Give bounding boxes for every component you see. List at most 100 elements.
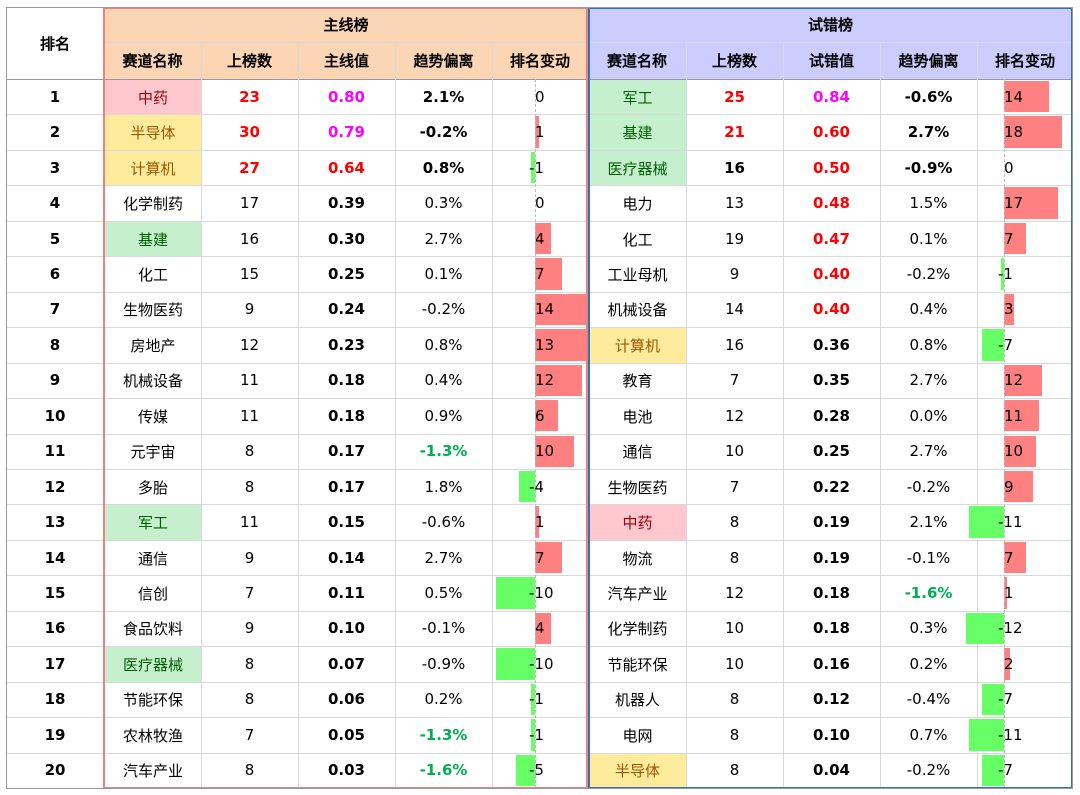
main-track-name: 传媒 [137,407,168,426]
column-divider [298,42,299,788]
trial-trend-deviation: -0.9% [904,158,953,177]
trial-rank-change-bar [965,612,1004,645]
trial-rank-change-bar [1004,435,1036,467]
main-track-name: 农林牧渔 [122,726,183,745]
trial-value: 0.36 [812,335,850,354]
trial-track-name: 生物医药 [607,478,668,497]
column-divider [977,42,978,788]
rank-number: 15 [44,584,66,603]
main-trend-deviation: 2.7% [424,229,463,248]
main-count: 8 [244,442,255,461]
main-trend-deviation: -0.9% [421,654,466,673]
main-trend-deviation: -0.2% [419,123,468,142]
trial-count: 14 [724,300,745,319]
rank-number: 11 [44,442,66,461]
main-trend-deviation: 0.8% [422,158,465,177]
main-value: 0.24 [327,300,365,319]
trial-rank-change-bar [981,329,1004,361]
trial-rank-change-bar [1004,81,1049,113]
trial-track-name: 化工 [622,230,653,249]
trial-count: 16 [724,335,745,354]
main-rank-change: 7 [535,548,545,567]
main-count: 9 [244,619,255,638]
trial-rank-change: -7 [998,761,1013,780]
main-column-header: 赛道名称 [122,52,183,70]
main-rank-change-bar [531,719,535,751]
main-track-name: 食品饮料 [122,620,183,639]
trial-trend-deviation: 2.7% [909,442,948,461]
trial-board-title: 试错榜 [807,16,853,34]
trial-count: 19 [724,229,745,248]
main-trend-deviation: 0.5% [424,584,463,603]
main-count: 9 [244,548,255,567]
main-trend-deviation: 0.8% [424,335,463,354]
row-divider [6,717,1073,719]
trial-rank-change-bar [1004,293,1014,326]
trial-trend-deviation: -0.2% [906,264,951,283]
main-value: 0.05 [327,725,365,744]
main-value: 0.03 [327,761,365,780]
column-divider [201,42,202,788]
column-divider [880,42,881,788]
row-divider [6,220,1073,222]
row-divider [6,149,1073,151]
row-divider [6,256,1073,258]
main-rank-change: 4 [535,619,545,638]
trial-trend-deviation: 0.7% [909,725,948,744]
trial-count: 8 [729,761,740,780]
rank-number: 17 [44,654,66,673]
main-track-name: 计算机 [105,150,201,186]
main-rank-change: 1 [535,513,545,532]
trial-value: 0.16 [812,654,850,673]
trial-count: 7 [729,477,740,496]
main-rank-change-bar [535,258,563,290]
column-divider [783,42,784,788]
main-rank-change-axis [535,79,536,788]
main-track-name: 元宇宙 [130,443,176,462]
trial-rank-change: 0 [1004,158,1014,177]
main-count: 30 [239,123,260,142]
trial-rank-change-bar [1004,364,1043,397]
trial-rank-change-bar [981,683,1004,716]
trial-track-name: 计算机 [589,328,686,363]
main-trend-deviation: -0.1% [421,619,466,638]
trial-track-name: 电网 [622,726,653,745]
rank-number: 19 [44,725,66,744]
row-divider [6,468,1073,470]
main-count: 8 [244,477,255,496]
trial-rank-change-axis [1004,79,1005,788]
row-divider [6,752,1073,754]
main-track-name: 通信 [137,549,168,568]
rank-number: 7 [49,300,61,319]
trial-track-name: 电力 [622,195,653,214]
trial-count: 10 [724,654,745,673]
main-rank-change-bar [535,329,586,361]
trial-trend-deviation: -0.4% [906,690,951,709]
main-trend-deviation: 2.7% [424,548,463,567]
main-rank-change-bar [515,754,535,786]
trial-count: 8 [729,513,740,532]
main-column-header: 上榜数 [226,52,272,70]
trial-rank-change-bar [1004,470,1033,503]
main-trend-deviation: 0.4% [424,371,463,390]
main-track-name: 化工 [137,265,168,284]
trial-count: 25 [724,87,745,106]
trial-count: 8 [729,548,740,567]
row-divider [6,185,1073,187]
rank-number: 2 [49,123,61,142]
rank-number: 14 [44,548,66,567]
trial-track-name: 医疗器械 [589,150,686,186]
trial-rank-change: 7 [1004,548,1014,567]
main-rank-change-bar [535,293,590,326]
trial-count: 16 [724,158,745,177]
trial-trend-deviation: 1.5% [909,194,948,213]
main-rank-change-bar [535,364,582,397]
main-track-name: 节能环保 [122,691,183,710]
rank-number: 3 [49,158,61,177]
column-divider [492,42,493,788]
main-rank-change: 13 [535,335,555,354]
trial-rank-change-bar [968,506,1004,538]
main-board-title: 主线榜 [323,16,369,34]
trial-column-header: 赛道名称 [606,52,667,70]
main-track-name: 机械设备 [122,372,183,391]
